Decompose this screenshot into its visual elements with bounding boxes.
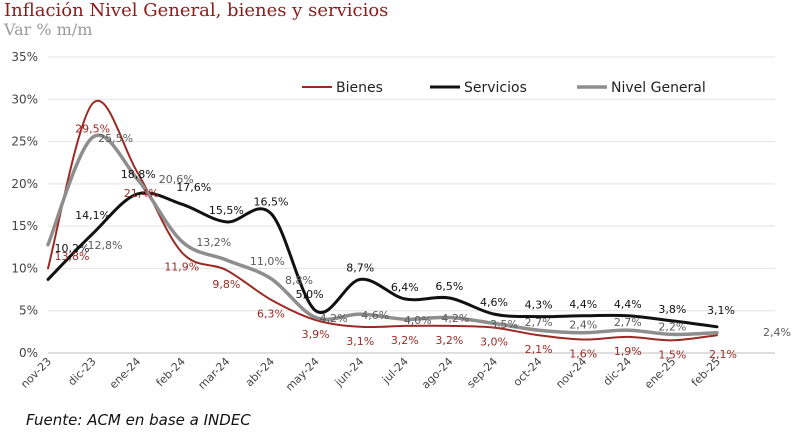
- data-label: 1,6%: [569, 347, 597, 360]
- source-note: Fuente: ACM en base a INDEC: [26, 411, 251, 429]
- bienes-line: [47, 99, 718, 342]
- x-tick-label: nov-23: [18, 355, 54, 391]
- x-tick-label: abr-24: [243, 355, 277, 389]
- data-label: 8,8%: [285, 274, 313, 287]
- y-tick-label: 25%: [11, 135, 38, 149]
- data-label: 29,5%: [75, 123, 110, 136]
- data-label: 3,0%: [480, 336, 508, 349]
- y-axis: 0% 5% 10% 15% 20% 25% 30% 35%: [11, 50, 38, 360]
- chart-title: Inflación Nivel General, bienes y servic…: [4, 0, 389, 21]
- nivel-general-line: [46, 133, 719, 337]
- legend-label: Nivel General: [611, 80, 706, 96]
- chart-subtitle: Var % m/m: [4, 20, 93, 39]
- data-label: 4,2%: [441, 312, 469, 325]
- data-label: 2,4%: [569, 319, 597, 332]
- data-label: 5,0%: [296, 288, 324, 301]
- data-label: 3,2%: [435, 334, 463, 347]
- data-label: 2,4%: [763, 326, 791, 339]
- x-tick-label: feb-24: [154, 355, 188, 389]
- y-tick-label: 20%: [11, 177, 38, 191]
- data-label: 2,1%: [525, 343, 553, 356]
- x-tick-label: mar-24: [196, 355, 233, 392]
- data-label: 11,0%: [250, 255, 285, 268]
- x-tick-label: jun-24: [332, 355, 367, 390]
- x-tick-label: ago-24: [419, 355, 456, 392]
- data-label: 14,1%: [75, 209, 110, 222]
- data-label: 12,8%: [88, 239, 123, 252]
- data-label: 10,2%: [55, 242, 90, 255]
- x-axis: nov-23 dic-23 ene-24 feb-24 mar-24 abr-24 may-…: [18, 355, 723, 394]
- x-tick-label: oct-24: [511, 355, 545, 389]
- legend-label: Servicios: [464, 80, 527, 96]
- x-tick-label: ene-24: [107, 355, 143, 391]
- data-label: 8,7%: [346, 261, 374, 274]
- x-tick-label: sep-24: [464, 355, 500, 391]
- data-label: 2,1%: [709, 348, 737, 361]
- data-label: 3,1%: [707, 304, 735, 317]
- data-label: 3,9%: [302, 328, 330, 341]
- data-label: 15,5%: [209, 204, 244, 217]
- data-label: 3,5%: [490, 318, 518, 331]
- data-label: 4,3%: [525, 299, 553, 312]
- data-label: 1,5%: [658, 348, 686, 361]
- data-label: 20,6%: [159, 173, 194, 186]
- y-tick-label: 5%: [19, 304, 38, 318]
- data-label: 2,7%: [525, 316, 553, 329]
- legend-label: Bienes: [336, 80, 383, 96]
- y-tick-label: 15%: [11, 219, 38, 233]
- y-tick-label: 30%: [11, 92, 38, 106]
- x-tick-label: may-24: [283, 355, 322, 394]
- data-label: 4,0%: [404, 314, 432, 327]
- data-label: 4,2%: [320, 312, 348, 325]
- data-label: 25,5%: [98, 132, 133, 145]
- legend: Bienes Servicios Nivel General: [302, 80, 706, 96]
- data-label: 13,2%: [196, 236, 231, 249]
- data-label: 11,9%: [164, 260, 199, 273]
- data-label: 2,7%: [614, 316, 642, 329]
- data-label: 3,8%: [658, 303, 686, 316]
- y-tick-label: 0%: [19, 346, 38, 360]
- gridlines: [48, 56, 775, 354]
- data-label: 4,6%: [480, 296, 508, 309]
- data-label: 3,2%: [391, 334, 419, 347]
- data-label: 9,8%: [212, 278, 240, 291]
- data-labels: 29,5% 21,4% 11,9% 9,8% 6,3% 3,9% 3,1% 3,2% 3,2% 3…: [55, 123, 791, 362]
- data-label: 21,4%: [124, 187, 159, 200]
- data-label: 4,6%: [361, 309, 389, 322]
- data-label: 4,4%: [569, 298, 597, 311]
- data-label: 1,9%: [614, 345, 642, 358]
- data-label: 2,2%: [658, 320, 686, 333]
- data-label: 6,4%: [391, 281, 419, 294]
- series-lines: [46, 99, 719, 342]
- data-label: 18,8%: [121, 168, 156, 181]
- y-tick-label: 35%: [11, 50, 38, 64]
- x-tick-label: dic-24: [601, 355, 634, 388]
- y-tick-label: 10%: [11, 261, 38, 275]
- data-label: 3,1%: [346, 335, 374, 348]
- x-tick-label: jul-24: [379, 355, 411, 387]
- data-label: 17,6%: [176, 181, 211, 194]
- data-label: 13,8%: [55, 250, 90, 263]
- data-label: 16,5%: [254, 195, 289, 208]
- x-tick-label: dic-23: [65, 355, 98, 388]
- servicios-line: [46, 191, 719, 329]
- data-label: 4,4%: [614, 298, 642, 311]
- data-label: 6,3%: [257, 308, 285, 321]
- data-label: 6,5%: [435, 280, 463, 293]
